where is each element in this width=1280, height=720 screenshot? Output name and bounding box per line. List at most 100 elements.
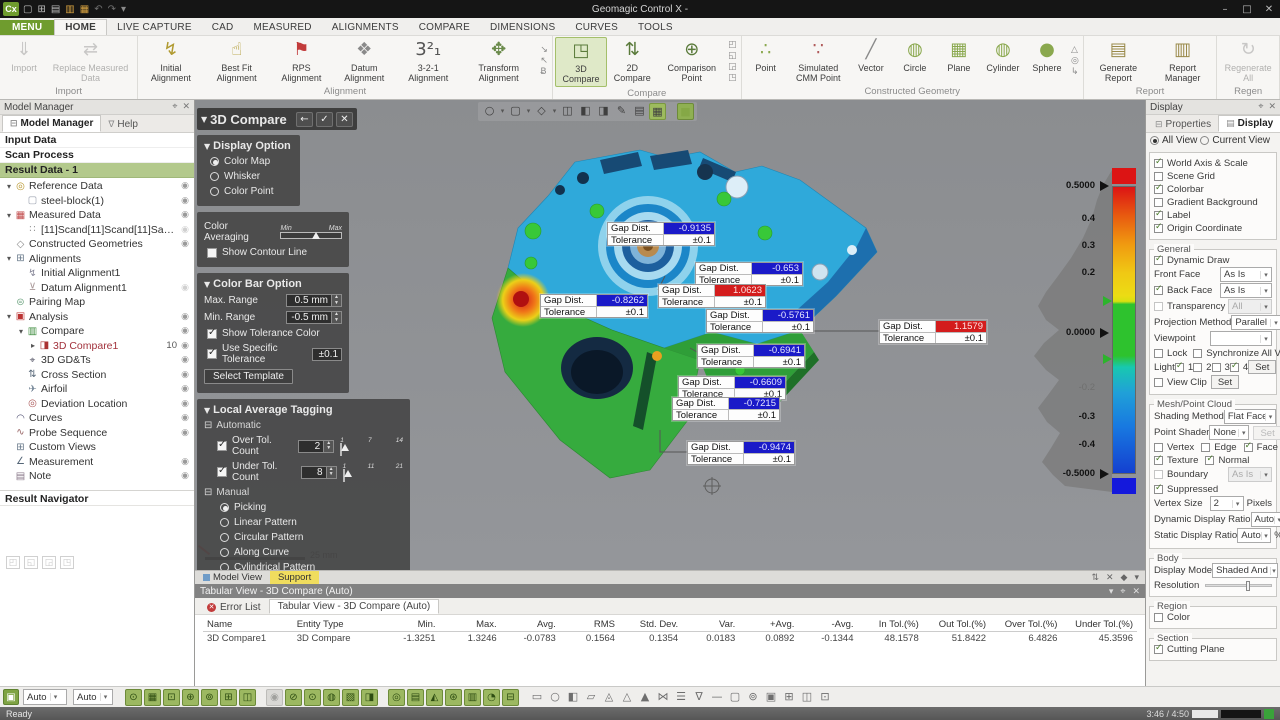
tab-compare[interactable]: COMPARE [418, 22, 470, 33]
tree-item[interactable]: ◎ Deviation Location ◉ [0, 397, 194, 412]
target-select-icon[interactable]: ⊚ [748, 689, 758, 703]
over-tol-count-input[interactable]: 2 ▲ ▼ [298, 439, 335, 453]
tree-item[interactable]: ▾ ▣ Analysis ◉ [0, 310, 194, 325]
tolerance-marker[interactable] [1103, 354, 1112, 364]
video-progress-overlay[interactable]: 3:46 / 4:50 [1146, 708, 1274, 719]
fine-alignment-icon[interactable]: ↘ [540, 45, 548, 55]
dialog-back-icon[interactable]: ← [296, 111, 313, 127]
close-icon[interactable]: ✕ [1268, 102, 1276, 112]
save-icon[interactable]: ▤ [50, 3, 61, 15]
report-manager-button[interactable]: ▥ Report Manager [1164, 39, 1201, 84]
max-range-input[interactable]: 0.5 mm ▲ ▼ [286, 294, 342, 307]
checkbox[interactable] [1154, 222, 1163, 233]
replace-measured-data-button[interactable]: ⇄ Replace Measured Data [52, 39, 129, 84]
display-option-radio-color-point[interactable] [210, 187, 219, 196]
rps-alignment-button[interactable]: ⚑ RPS Alignment [281, 39, 322, 84]
visibility-eye-icon[interactable]: ◉ [181, 456, 189, 467]
manual-mode-radio-picking[interactable] [220, 503, 229, 512]
cone-icon[interactable]: △ [1070, 45, 1078, 55]
cell-select-icon[interactable]: ⊡ [820, 689, 830, 703]
tab-live-capture[interactable]: LIVE CAPTURE [117, 22, 192, 33]
nav-next-icon[interactable]: ◲ [42, 556, 56, 569]
select-face-icon[interactable]: ◨ [361, 688, 378, 706]
checkbox[interactable] [1154, 157, 1163, 168]
min-range-input[interactable]: -0.5 mm ▲ ▼ [286, 311, 342, 324]
paint-icon[interactable]: ✎ [616, 104, 627, 117]
column-select-icon[interactable]: ◫ [801, 689, 813, 703]
tree-item[interactable]: ∿ Probe Sequence ◉ [0, 426, 194, 441]
manual-mode-radio-along-curve[interactable] [220, 548, 229, 557]
checkbox[interactable] [1154, 483, 1163, 494]
dropdown[interactable]: 2 ▾ [1209, 496, 1244, 511]
tree-item[interactable]: ∠ Measurement ◉ [0, 455, 194, 470]
dropdown[interactable]: As Is ▾ [1220, 283, 1272, 298]
maximize-icon[interactable]: □ [1242, 3, 1252, 15]
gap-distance-annotation[interactable]: Gap Dist. 1.0623 Tolerance ±0.1 [658, 284, 766, 308]
initial-alignment-button[interactable]: ↯ Initial Alignment [150, 39, 191, 84]
tolerance-input[interactable]: ±0.1 [311, 347, 342, 361]
view-cube-icon[interactable]: ▢ [510, 104, 521, 117]
set-button[interactable]: Set [1210, 375, 1240, 389]
column-header[interactable]: In Tol.(%) [857, 618, 923, 632]
redo-icon[interactable]: ↷ [107, 3, 116, 15]
visibility-eye-icon[interactable]: ◉ [181, 326, 189, 337]
split-left-icon[interactable]: ◧ [580, 104, 591, 117]
under-tol-count-input[interactable]: 8 ▲ ▼ [300, 465, 337, 479]
all-select-icon[interactable]: ☰ [676, 689, 686, 703]
checkbox[interactable] [1211, 362, 1221, 372]
gap-distance-annotation[interactable]: Gap Dist. -0.8262 Tolerance ±0.1 [540, 294, 648, 318]
regenerate-all-button[interactable]: ↻ Regenerate All [1224, 39, 1272, 84]
select-strip-icon[interactable]: ⊟ [502, 688, 519, 706]
visibility-eye-icon[interactable]: ◉ [181, 369, 189, 380]
tab-cad[interactable]: CAD [211, 22, 234, 33]
split-view-icon[interactable]: ◫ [562, 104, 573, 117]
colorbar[interactable] [1112, 186, 1136, 474]
import-button[interactable]: ⇓ Import [11, 39, 37, 73]
column-header[interactable]: Entity Type [292, 618, 379, 632]
silhouette-icon[interactable]: ◳ [728, 73, 737, 84]
select-through-icon[interactable]: ◉ [266, 688, 283, 706]
nav-prev-icon[interactable]: ◱ [24, 556, 38, 569]
dropdown[interactable]: Flat Face ▾ [1223, 409, 1276, 424]
tab-dimensions[interactable]: DIMENSIONS [489, 22, 556, 33]
visibility-eye-icon[interactable]: ◉ [181, 340, 189, 351]
tree-item[interactable]: ⇅ Cross Section ◉ [0, 368, 194, 383]
tab-properties[interactable]: ⊟ Properties [1155, 119, 1212, 130]
tree-item[interactable]: ↯ Initial Alignment1 [0, 266, 194, 281]
mode-select-2[interactable]: Auto ▾ [73, 689, 113, 705]
align-between-icon[interactable]: Ƀ [540, 67, 547, 77]
under-tol-count-checkbox[interactable] [217, 465, 227, 477]
dropdown[interactable]: As Is ▾ [1228, 467, 1272, 482]
quick-alignment-icon[interactable]: ↖ [540, 56, 548, 66]
datum-alignment-button[interactable]: ❖ Datum Alignment [344, 39, 385, 84]
result-navigator-header[interactable]: Result Navigator [0, 489, 194, 506]
select-mesh-icon[interactable]: ▦ [144, 688, 161, 706]
import-folder-icon[interactable]: ▥ [65, 3, 75, 15]
show-tolerance-color-checkbox[interactable] [207, 327, 217, 339]
select-cone-icon[interactable]: ◭ [426, 688, 443, 706]
tree-item[interactable]: ⊻ Datum Alignment1 ◉ [0, 281, 194, 296]
visibility-eye-icon[interactable]: ◉ [181, 413, 189, 424]
tree-item[interactable]: ∷[11]Scand[11]Scand[11]Sand[11]Sa...◉ [0, 223, 194, 238]
dropdown-icon[interactable]: ▾ [500, 107, 505, 115]
over-tol-count-checkbox[interactable] [217, 439, 227, 451]
gap-distance-annotation[interactable]: Gap Dist. 1.1579 Tolerance ±0.1 [879, 320, 987, 344]
checkbox[interactable] [1154, 643, 1163, 654]
checkbox[interactable] [1154, 442, 1163, 452]
freehand-select-icon[interactable]: ◬ [604, 689, 614, 703]
checkbox[interactable] [1154, 197, 1163, 207]
select-edge-icon[interactable]: ▧ [342, 688, 359, 706]
tab-display[interactable]: ▤ Display [1218, 115, 1280, 132]
nav-last-icon[interactable]: ◳ [60, 556, 74, 569]
section-result-data[interactable]: Result Data - 1 [0, 163, 194, 178]
checkbox[interactable] [1154, 612, 1163, 622]
select-mode-icon[interactable]: ⊙ [125, 688, 142, 706]
flood-select-icon[interactable]: △ [622, 689, 632, 703]
checkbox[interactable] [1154, 183, 1163, 194]
checkbox[interactable] [1205, 454, 1215, 465]
expand-icon[interactable]: ⇅ [1091, 572, 1099, 582]
dropdown[interactable]: Parallel ▾ [1231, 315, 1280, 330]
select-visible-icon[interactable]: ◫ [239, 688, 256, 706]
gap-distance-annotation[interactable]: Gap Dist. -0.653 Tolerance ±0.1 [695, 262, 803, 286]
select-template-button[interactable]: Select Template [204, 369, 293, 384]
